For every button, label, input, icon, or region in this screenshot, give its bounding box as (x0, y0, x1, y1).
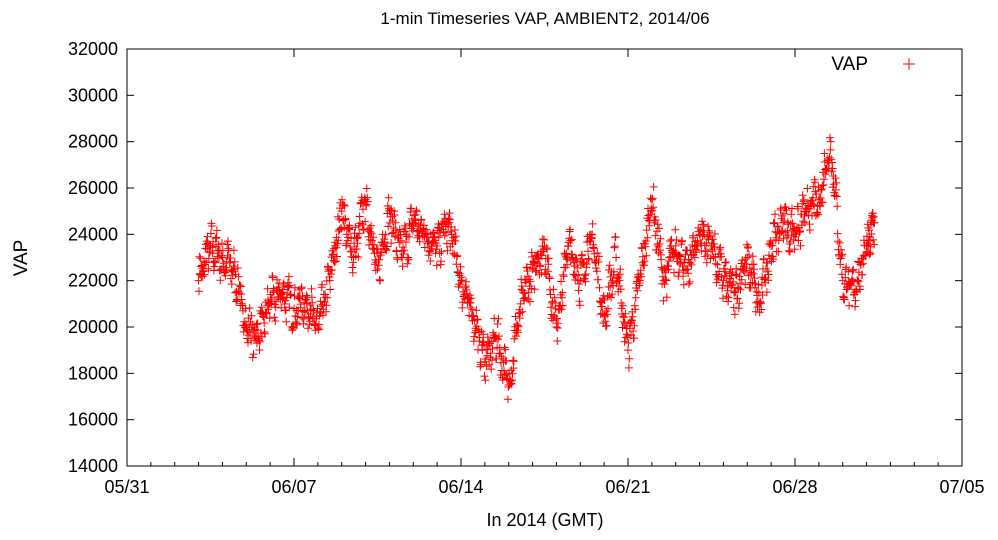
data-point (218, 253, 227, 262)
series-trace-segment (600, 232, 620, 331)
series-trace-segment (421, 225, 441, 270)
series-trace-segment (218, 237, 238, 289)
series-trace-segment (624, 270, 644, 372)
series-trace-segment (517, 248, 537, 316)
data-point (624, 346, 632, 355)
series-trace-segment (755, 237, 775, 317)
series-layer (194, 133, 879, 404)
series-trace-segment (564, 225, 584, 310)
series-trace-segment (338, 195, 358, 277)
series-trace-segment (576, 230, 596, 286)
x-tick-label: 07/05 (939, 477, 984, 497)
y-tick-label: 14000 (68, 456, 118, 476)
series-trace-segment (731, 240, 751, 313)
y-tick-label: 16000 (68, 410, 118, 430)
series-trace-segment (290, 283, 310, 329)
data-point (826, 137, 835, 146)
series-trace-segment (696, 217, 716, 267)
legend-label: VAP (831, 54, 868, 75)
y-tick-label: 18000 (68, 363, 118, 383)
data-point (516, 299, 525, 308)
series-trace-segment (505, 305, 525, 389)
series-trace-segment (314, 262, 334, 334)
series-trace-segment (588, 219, 608, 327)
data-point (647, 195, 656, 204)
x-axis-label: In 2014 (GMT) (486, 510, 603, 530)
series-trace-segment (648, 182, 668, 305)
data-point (194, 276, 203, 285)
series-trace-segment (266, 272, 286, 325)
y-axis: 14000 16000 18000 20000 22000 24000 26000 28000… (68, 39, 962, 476)
series-trace-segment (409, 206, 429, 252)
y-tick-label: 22000 (68, 271, 118, 291)
y-tick-label: 24000 (68, 224, 118, 244)
x-tick-label: 06/21 (605, 477, 650, 497)
data-point (373, 265, 382, 274)
plot-frame (126, 48, 963, 467)
y-axis-label: VAP (11, 240, 32, 277)
series-trace-segment (445, 209, 465, 291)
series-trace-segment (552, 242, 572, 345)
series-trace-segment (362, 184, 382, 275)
x-tick-label: 06/14 (438, 477, 483, 497)
series-trace-segment (493, 314, 513, 404)
series-trace-segment (827, 155, 847, 279)
data-point (612, 253, 621, 262)
series-trace-segment (612, 265, 632, 346)
legend: VAP (831, 54, 915, 75)
y-tick-label: 26000 (68, 178, 118, 198)
x-tick-label: 05/31 (104, 477, 149, 497)
y-tick-label: 20000 (68, 317, 118, 337)
series-trace-segment (684, 223, 704, 288)
series-trace-segment (230, 257, 250, 336)
series-trace-segment (540, 244, 560, 325)
series-trace-segment (791, 191, 811, 250)
series-trace-segment (862, 209, 879, 259)
x-tick-label: 06/07 (271, 477, 316, 497)
legend-marker (903, 58, 915, 70)
data-point (719, 276, 728, 285)
x-axis: 05/31 06/07 06/14 06/21 06/28 07/05 (104, 49, 985, 497)
series-trace-segment (839, 263, 859, 310)
chart-title: 1-min Timeseries VAP, AMBIENT2, 2014/06 (380, 9, 709, 28)
y-tick-label: 28000 (68, 132, 118, 152)
y-tick-label: 30000 (68, 85, 118, 105)
series-trace-segment (326, 198, 346, 294)
x-tick-label: 06/28 (772, 477, 817, 497)
series-trace-segment (195, 232, 215, 296)
series-trace-segment (481, 314, 501, 385)
series-trace-segment (433, 210, 453, 269)
series-trace-segment (469, 306, 489, 381)
series-trace-segment (242, 304, 262, 362)
series-trace-segment (779, 203, 799, 256)
series-trace-segment (851, 236, 871, 311)
y-tick-label: 32000 (68, 39, 118, 59)
series-trace-segment (529, 235, 549, 294)
series-trace-segment (719, 258, 739, 319)
data-point (552, 323, 561, 331)
series-trace-segment (373, 193, 393, 285)
series-trace-segment (815, 133, 835, 211)
series-trace-segment (707, 229, 727, 303)
series-trace-segment (278, 272, 298, 335)
